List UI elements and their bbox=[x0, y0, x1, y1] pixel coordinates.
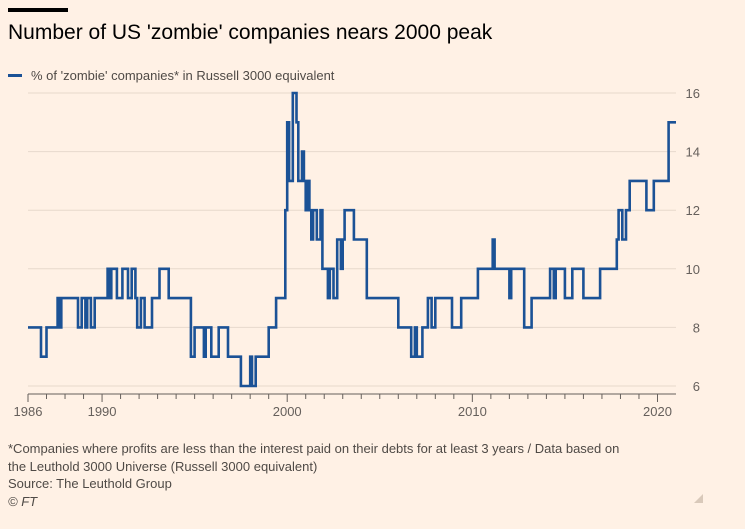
x-tick-label-2000: 2000 bbox=[273, 404, 302, 419]
line-chart: 6 8 10 12 14 16 1986 1990 2000 2010 2020 bbox=[14, 86, 700, 419]
footnote-line-2: the Leuthold 3000 Universe (Russell 3000… bbox=[8, 458, 318, 474]
x-tick-label-2010: 2010 bbox=[458, 404, 487, 419]
x-tick-label-2020: 2020 bbox=[643, 404, 672, 419]
footnote-line-1: *Companies where profits are less than t… bbox=[8, 441, 620, 456]
legend-swatch bbox=[8, 74, 22, 77]
x-tick-label-1990: 1990 bbox=[88, 404, 117, 419]
legend-label: % of 'zombie' companies* in Russell 3000… bbox=[31, 68, 335, 83]
y-axis: 6 8 10 12 14 16 bbox=[686, 86, 700, 394]
copyright: © FT bbox=[8, 493, 38, 509]
y-tick-label-10: 10 bbox=[686, 262, 700, 277]
y-tick-label-14: 14 bbox=[686, 145, 700, 160]
x-axis: 1986 1990 2000 2010 2020 bbox=[14, 393, 676, 419]
y-tick-label-12: 12 bbox=[686, 203, 700, 218]
y-tick-label-6: 6 bbox=[693, 379, 700, 394]
ft-top-bar bbox=[8, 8, 68, 12]
y-tick-label-16: 16 bbox=[686, 86, 700, 101]
y-tick-label-8: 8 bbox=[693, 320, 700, 335]
source-line: Source: The Leuthold Group bbox=[8, 476, 172, 491]
chart-legend: % of 'zombie' companies* in Russell 3000… bbox=[8, 68, 334, 83]
series-group bbox=[28, 91, 676, 388]
chart-footnotes: *Companies where profits are less than t… bbox=[8, 440, 708, 510]
series-line-0 bbox=[28, 91, 676, 388]
resize-corner-icon bbox=[694, 494, 703, 503]
grid-lines bbox=[28, 92, 676, 387]
chart-title: Number of US 'zombie' companies nears 20… bbox=[8, 21, 493, 44]
x-tick-label-1986: 1986 bbox=[14, 404, 43, 419]
